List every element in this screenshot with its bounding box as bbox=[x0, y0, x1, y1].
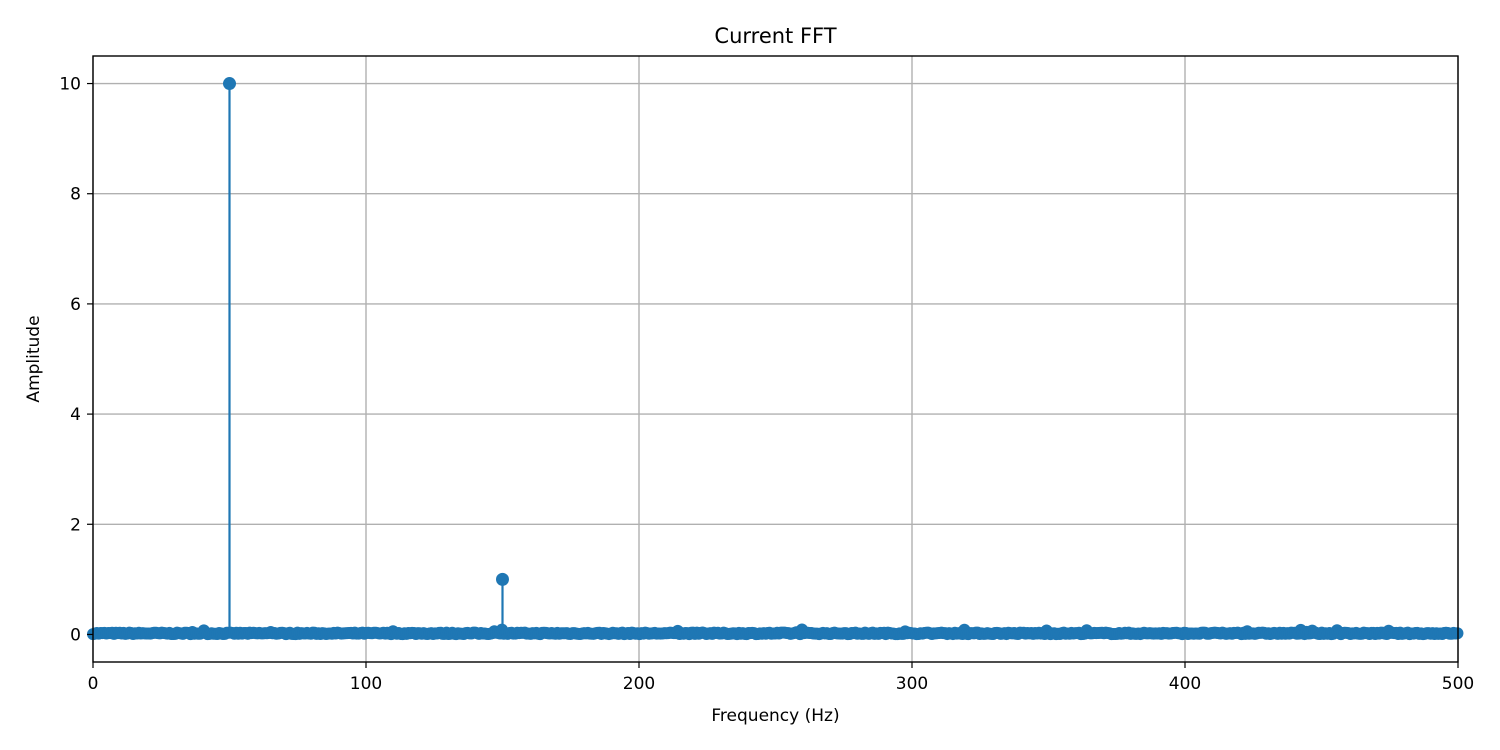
chart-title: Current FFT bbox=[714, 24, 836, 48]
x-axis: 0 100 200 300 400 500 bbox=[88, 662, 1474, 694]
x-tick-label: 200 bbox=[623, 674, 655, 694]
y-tick-label: 8 bbox=[70, 185, 81, 205]
peak-marker bbox=[496, 572, 509, 586]
x-axis-title: Frequency (Hz) bbox=[711, 706, 839, 726]
y-tick-label: 6 bbox=[70, 295, 81, 315]
y-tick-label: 10 bbox=[59, 75, 81, 95]
x-tick-label: 400 bbox=[1169, 674, 1201, 694]
y-tick-label: 0 bbox=[70, 625, 81, 645]
y-axis: 0 2 4 6 8 10 bbox=[59, 75, 93, 645]
x-tick-label: 100 bbox=[350, 674, 382, 694]
plot-frame bbox=[92, 55, 1459, 663]
noise-floor-series bbox=[87, 623, 1464, 641]
x-tick-label: 500 bbox=[1442, 674, 1474, 694]
y-tick-label: 2 bbox=[70, 515, 81, 535]
x-tick-label: 300 bbox=[896, 674, 928, 694]
peak-series bbox=[223, 77, 509, 635]
x-tick-label: 0 bbox=[88, 674, 99, 694]
y-axis-title: Amplitude bbox=[24, 315, 44, 402]
peak-marker bbox=[223, 77, 236, 91]
grid bbox=[92, 56, 1459, 662]
y-tick-label: 4 bbox=[70, 405, 81, 425]
